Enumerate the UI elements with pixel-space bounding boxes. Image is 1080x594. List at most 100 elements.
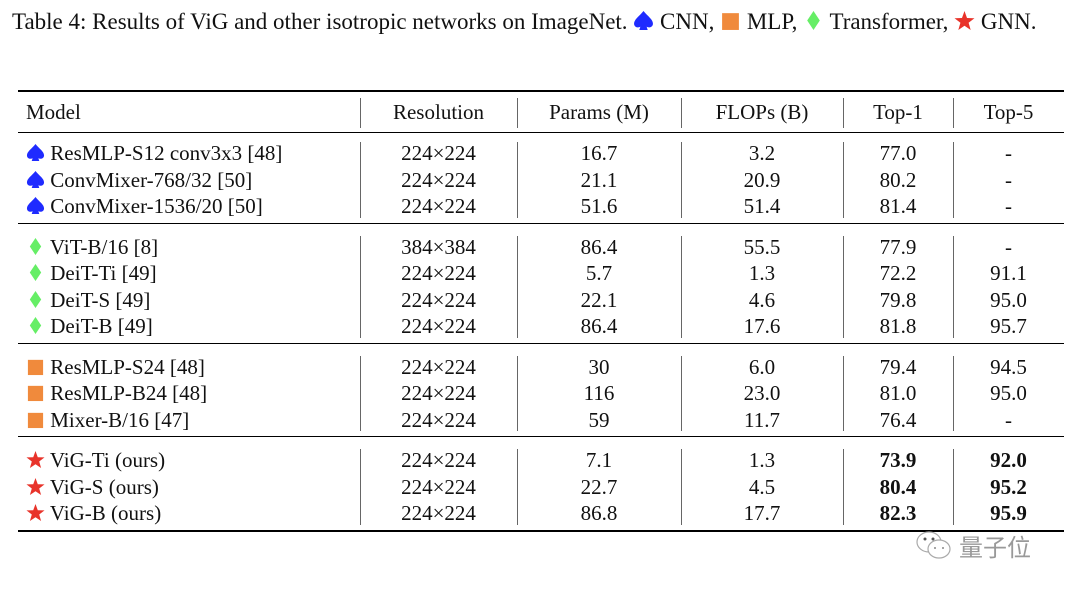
column-header: Model (26, 100, 81, 124)
column-divider (681, 355, 682, 431)
column-divider (517, 142, 518, 218)
header-rule (18, 132, 1064, 133)
table-row: DeiT-B [49] 224×224 86.4 17.6 81.8 95.7 (18, 313, 1064, 339)
value-cell: 7.1 (585, 448, 613, 472)
legend-item: GNN. (948, 9, 1037, 34)
value-cell: 224×224 (401, 167, 476, 192)
table-row: Mixer-B/16 [47] 224×224 59 11.7 76.4 - (18, 407, 1064, 433)
top-rule (18, 90, 1064, 92)
value-cell: 55.5 (743, 234, 781, 259)
star-icon (26, 477, 45, 495)
column-divider (517, 98, 518, 128)
value-cell: 95.2 (990, 474, 1027, 499)
model-name: ResMLP-B24 [48] (50, 381, 208, 405)
table-row: ViG-B (ours) 224×224 86.8 17.7 82.3 95.9 (18, 500, 1064, 526)
model-cell: DeiT-B [49] (26, 313, 153, 339)
table-row: DeiT-S [49] 224×224 22.1 4.6 79.8 95.0 (18, 287, 1064, 313)
table-row: DeiT-Ti [49] 224×224 5.7 1.3 72.2 91.1 (18, 260, 1064, 286)
value-cell: 91.1 (990, 261, 1027, 285)
model-cell: ResMLP-B24 [48] (26, 380, 207, 406)
legend-label: MLP, (746, 9, 798, 34)
legend-label: CNN, (660, 9, 715, 34)
table-caption: Table 4: Results of ViG and other isotro… (12, 6, 1078, 37)
watermark-text: 量子位 (959, 534, 1031, 562)
column-divider (681, 235, 682, 338)
value-cell: 1.3 (748, 261, 776, 285)
column-divider (360, 355, 361, 431)
value-cell: 384×384 (401, 234, 476, 259)
value-cell: 81.0 (879, 381, 917, 405)
value-cell: 4.6 (748, 287, 776, 312)
model-name: ResMLP-S24 [48] (50, 354, 205, 379)
column-header: Resolution (392, 100, 484, 124)
legend-item: CNN, (633, 9, 714, 34)
column-divider (681, 142, 682, 218)
value-cell: 79.4 (879, 354, 917, 379)
column-divider (843, 235, 844, 338)
model-name: ViT-B/16 [8] (49, 234, 159, 259)
spade-icon (26, 170, 45, 188)
square-icon (27, 412, 44, 428)
model-cell: ResMLP-S24 [48] (26, 354, 205, 380)
value-cell: 22.7 (580, 474, 618, 499)
diamond-icon (807, 11, 820, 30)
value-cell: 22.1 (580, 287, 618, 312)
model-cell: ViG-S (ours) (26, 474, 159, 500)
square-icon (27, 359, 44, 375)
model-cell: ViG-Ti (ours) (26, 447, 165, 473)
value-cell: - (1005, 167, 1012, 192)
value-cell: 30 (588, 354, 610, 379)
value-cell: - (1005, 141, 1012, 165)
star-icon (954, 11, 975, 30)
model-cell: DeiT-S [49] (26, 287, 150, 313)
group-rule (18, 222, 1064, 224)
model-name: ConvMixer-1536/20 [50] (50, 194, 263, 218)
value-cell: 23.0 (743, 381, 781, 405)
column-header: FLOPs (B) (715, 100, 809, 124)
model-cell: ConvMixer-1536/20 [50] (26, 193, 263, 219)
star-icon (26, 503, 45, 522)
wechat-icon (916, 530, 951, 559)
table-row: ViG-Ti (ours) 224×224 7.1 1.3 73.9 92.0 (18, 447, 1064, 473)
value-cell: 95.7 (990, 314, 1027, 338)
table-row: ConvMixer-768/32 [50] 224×224 21.1 20.9 80.2… (18, 167, 1064, 193)
group-rule (18, 342, 1064, 344)
value-cell: 86.4 (580, 234, 618, 259)
value-cell: 76.4 (879, 407, 917, 432)
value-cell: 80.4 (879, 474, 917, 499)
value-cell: 79.8 (879, 287, 917, 312)
value-cell: 81.4 (879, 194, 917, 218)
bottom-rule (18, 529, 1064, 532)
legend-label: GNN. (980, 9, 1037, 34)
column-header: Params (M) (549, 100, 649, 124)
value-cell: 16.7 (580, 141, 618, 165)
model-name: Mixer-B/16 [47] (50, 407, 190, 432)
model-cell: Mixer-B/16 [47] (26, 407, 189, 433)
value-cell: 224×224 (401, 448, 476, 472)
value-cell: 224×224 (401, 501, 476, 525)
diamond-icon (29, 237, 42, 255)
value-cell: 20.9 (743, 167, 781, 192)
model-name: ViG-Ti (ours) (49, 448, 166, 472)
watermark: 量子位 (915, 528, 1031, 563)
value-cell: 1.3 (748, 448, 776, 472)
group-rule (18, 436, 1064, 437)
model-cell: ConvMixer-768/32 [50] (26, 167, 252, 193)
value-cell: 4.5 (748, 474, 776, 499)
value-cell: 224×224 (401, 287, 476, 312)
column-divider (953, 142, 954, 218)
model-name: ConvMixer-768/32 [50] (50, 167, 253, 192)
value-cell: 3.2 (748, 141, 776, 165)
value-cell: - (1005, 407, 1012, 432)
table-row: ViT-B/16 [8] 384×384 86.4 55.5 77.9 - (18, 234, 1064, 260)
spade-icon (26, 143, 45, 162)
value-cell: 72.2 (879, 261, 917, 285)
column-divider (517, 235, 518, 338)
spade-icon (26, 196, 45, 215)
column-divider (843, 142, 844, 218)
model-cell: ViT-B/16 [8] (26, 234, 158, 260)
value-cell: 77.9 (879, 234, 917, 259)
value-cell: 94.5 (990, 354, 1027, 379)
star-icon (26, 450, 45, 469)
value-cell: 95.9 (990, 501, 1027, 525)
